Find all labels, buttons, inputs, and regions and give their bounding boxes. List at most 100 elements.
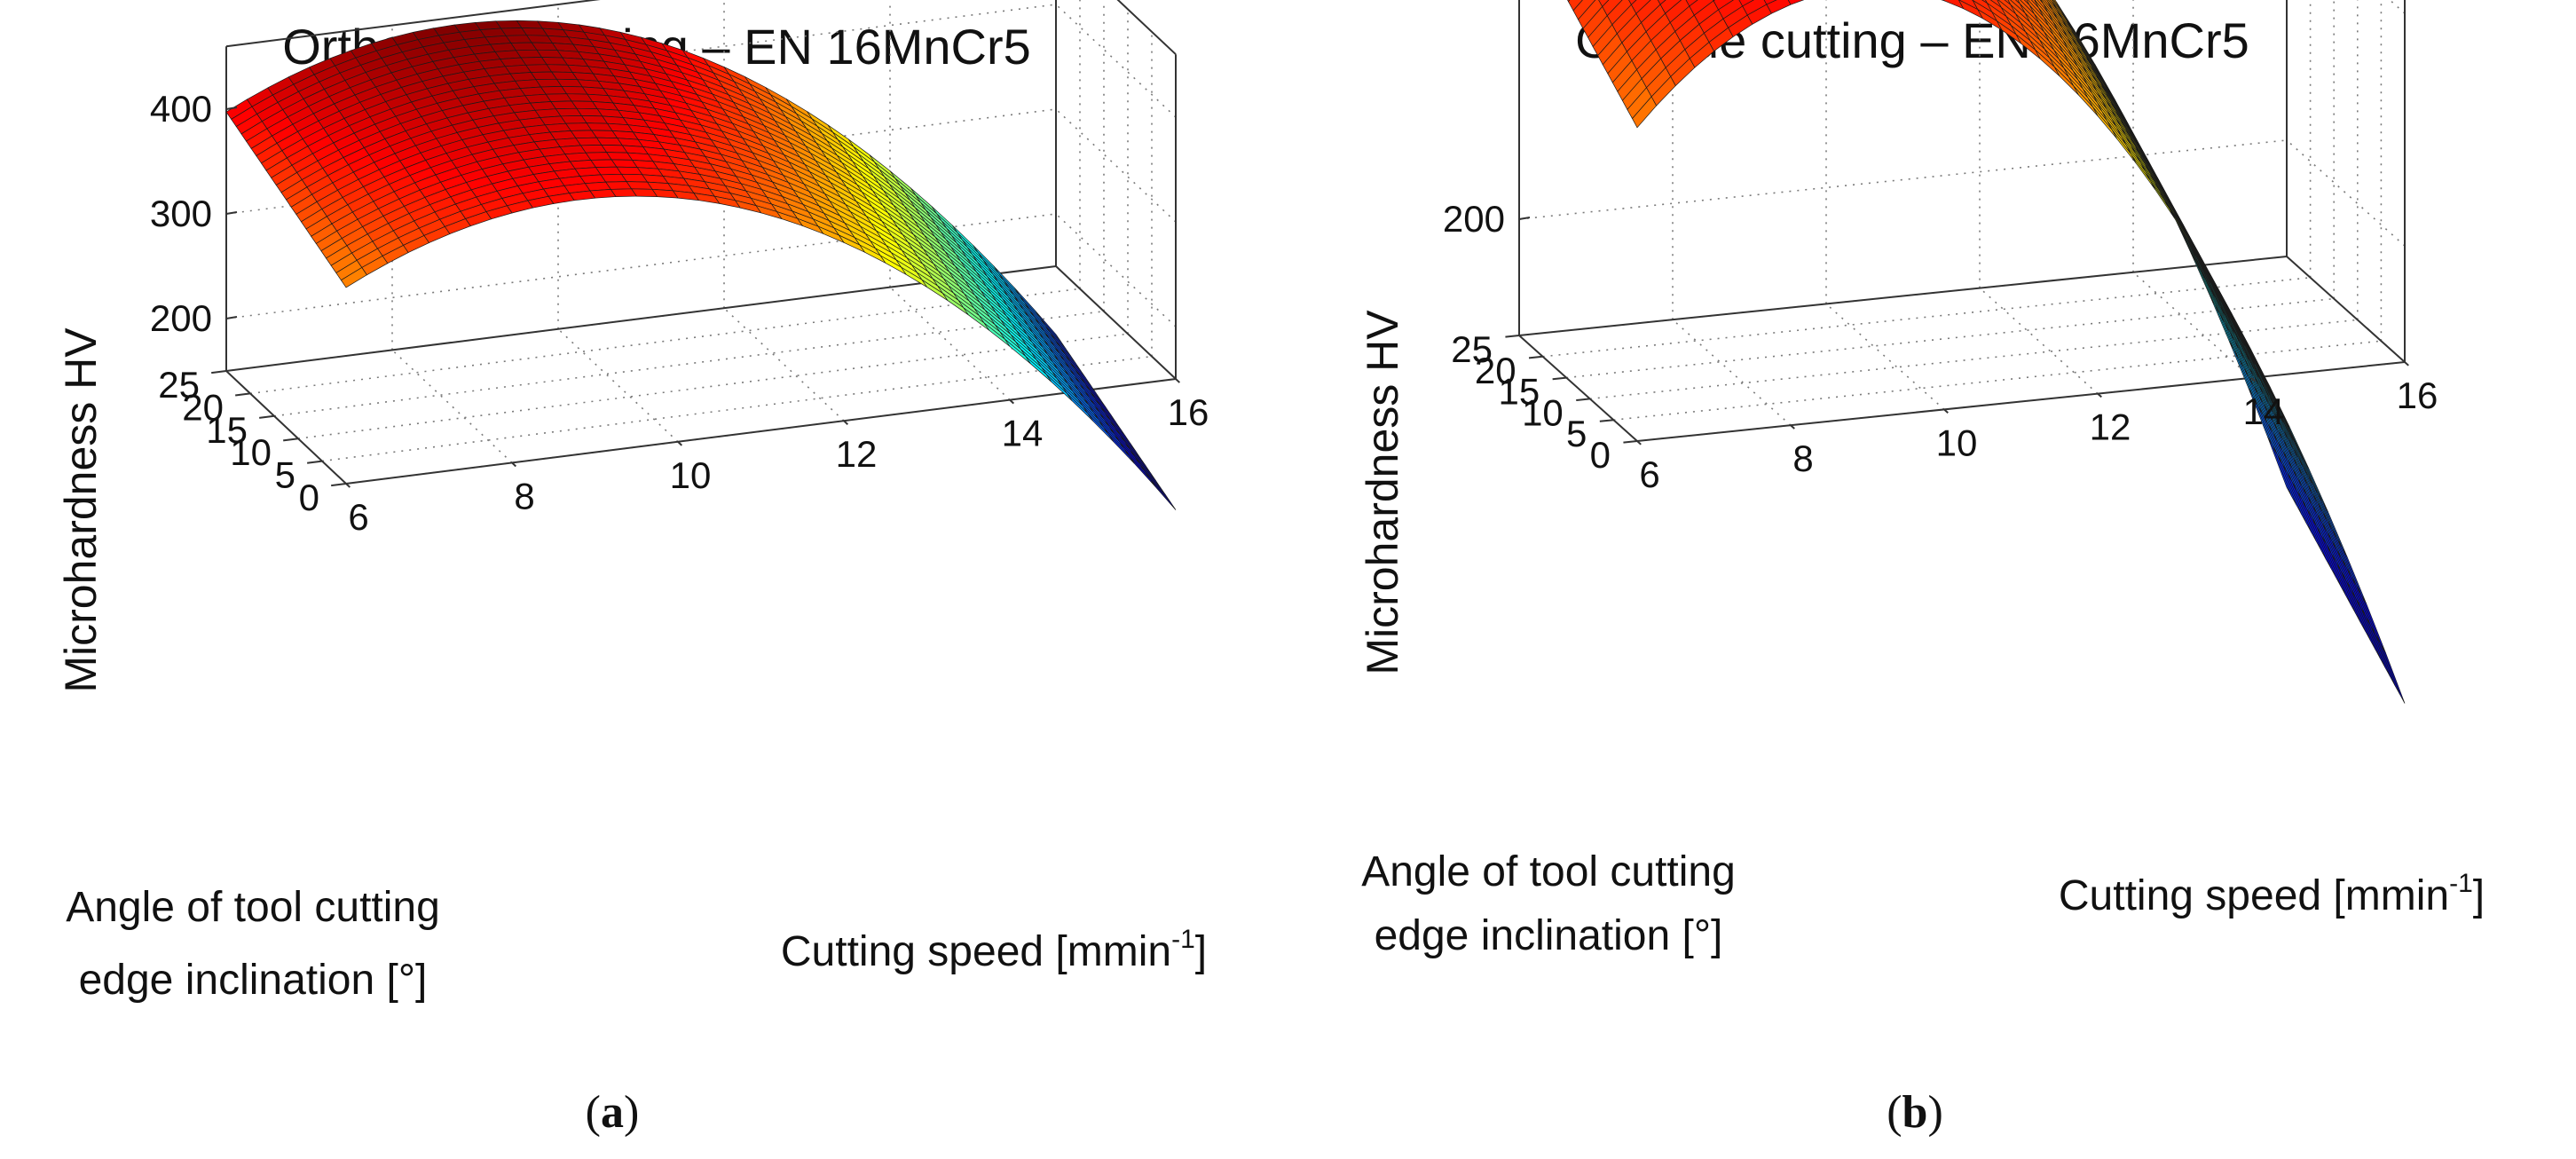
panel-label-b-letter: b bbox=[1902, 1087, 1928, 1138]
y-tick-label: 5 bbox=[1566, 413, 1587, 454]
grid-line bbox=[557, 328, 679, 443]
grid-line bbox=[2389, 0, 2406, 14]
y-axis-label-a-line1: Angle of tool cutting bbox=[66, 884, 440, 931]
y-tick-mark bbox=[235, 392, 251, 397]
axis-box-back-b bbox=[1518, 0, 2406, 442]
surface-patch bbox=[1941, 0, 1945, 2]
y-tick-mark bbox=[283, 438, 299, 442]
grid-line bbox=[1613, 340, 2382, 421]
grid-line bbox=[1825, 303, 1945, 410]
x-axis-label-a-sup: -1 bbox=[1171, 925, 1195, 954]
y-tick-mark bbox=[259, 414, 275, 419]
y-tick-mark bbox=[307, 460, 323, 464]
x-tick-mark bbox=[677, 441, 683, 446]
z-axis-label-a: Microhardness HV bbox=[56, 327, 106, 693]
x-tick-label: 14 bbox=[2243, 390, 2285, 432]
surface-patch bbox=[1632, 96, 1658, 129]
axis-box-edge bbox=[345, 378, 1177, 485]
x-tick-mark bbox=[345, 483, 351, 488]
x-axis-label-a-end: ] bbox=[1195, 928, 1207, 975]
surface-patch bbox=[1787, 0, 1805, 5]
x-tick-mark bbox=[2250, 377, 2256, 382]
z-tick-label: 200 bbox=[1443, 198, 1505, 240]
z-tick-label: 200 bbox=[150, 297, 212, 339]
z-tick-mark bbox=[1518, 217, 1531, 220]
surface-patch bbox=[1943, 0, 1965, 10]
axis-box-back-a bbox=[225, 0, 1177, 485]
z-axis-label-b: Microhardness HV bbox=[1358, 310, 1407, 675]
x-axis-label-b-sup: -1 bbox=[2449, 869, 2473, 898]
y-tick-mark bbox=[211, 370, 227, 375]
y-tick-label: 15 bbox=[1498, 371, 1540, 413]
x-tick-label: 12 bbox=[836, 433, 878, 475]
x-tick-label: 6 bbox=[1639, 453, 1659, 495]
x-axis-label-b-main: Cutting speed [mmin bbox=[2059, 872, 2449, 919]
x-tick-mark bbox=[1943, 408, 1949, 414]
y-tick-mark bbox=[1576, 398, 1590, 401]
y-tick-label: 10 bbox=[1522, 391, 1564, 433]
y-tick-mark bbox=[1505, 335, 1520, 338]
grid-line bbox=[1672, 319, 1792, 426]
x-tick-mark bbox=[2097, 392, 2102, 398]
x-tick-label: 14 bbox=[1002, 413, 1044, 454]
z-tick-label: 400 bbox=[150, 88, 212, 130]
surface-patch bbox=[340, 267, 367, 288]
surface-patch bbox=[1567, 0, 1583, 12]
grid-line bbox=[1055, 108, 1177, 223]
y-axis-label-b-line2: edge inclination [°] bbox=[1375, 912, 1723, 959]
y-tick-label: 25 bbox=[158, 364, 200, 406]
x-tick-label: 10 bbox=[1936, 422, 1978, 463]
surface-patch bbox=[1149, 478, 1177, 510]
grid-line bbox=[723, 307, 845, 422]
z-tick-mark bbox=[225, 316, 238, 319]
z-tick-label: 300 bbox=[1443, 0, 1505, 7]
x-tick-mark bbox=[511, 461, 517, 468]
axis-box-edge bbox=[225, 370, 347, 485]
grid-line bbox=[273, 311, 1105, 417]
y-tick-label: 15 bbox=[206, 409, 248, 451]
y-axis-label-b-line1: Angle of tool cutting bbox=[1361, 848, 1736, 895]
grid-line bbox=[1589, 319, 2358, 400]
grid-line bbox=[889, 287, 1011, 401]
x-tick-mark bbox=[1009, 398, 1015, 405]
axis-box-edge bbox=[1518, 335, 1638, 442]
surface-patch bbox=[2380, 643, 2406, 704]
x-tick-label: 16 bbox=[2397, 375, 2438, 416]
y-tick-label: 0 bbox=[299, 477, 319, 518]
y-tick-label: 20 bbox=[182, 386, 224, 428]
x-tick-label: 8 bbox=[1792, 438, 1813, 479]
z-tick-mark bbox=[225, 106, 238, 110]
x-tick-mark bbox=[1636, 440, 1642, 445]
axis-box-edge bbox=[225, 0, 601, 48]
surface-a bbox=[225, 20, 1177, 510]
x-tick-mark bbox=[2404, 361, 2409, 367]
y-tick-label: 0 bbox=[1590, 434, 1611, 476]
y-tick-label: 5 bbox=[275, 454, 295, 496]
x-tick-label: 10 bbox=[670, 454, 712, 496]
y-tick-label: 20 bbox=[1475, 350, 1516, 391]
grid-line bbox=[1055, 4, 1177, 118]
y-tick-mark bbox=[1623, 440, 1638, 444]
panel-label-a: (a) bbox=[586, 1087, 640, 1138]
surface-b bbox=[1567, 0, 2406, 704]
x-tick-mark bbox=[1175, 378, 1181, 383]
panel-label-a-letter: a bbox=[601, 1087, 624, 1138]
axis-box-edge bbox=[1636, 361, 2406, 442]
x-axis-label-b-end: ] bbox=[2473, 872, 2485, 919]
x-axis-label-a: Cutting speed [mmin-1] bbox=[781, 925, 1207, 975]
y-tick-mark bbox=[331, 483, 347, 487]
chart-panel-a: Orthogonal cutting – EN 16MnCr5 68101214… bbox=[56, 0, 1209, 1138]
axis-box-edge bbox=[2286, 256, 2406, 363]
surface-patch bbox=[1628, 0, 1637, 5]
grid-line bbox=[391, 349, 513, 463]
x-tick-label: 16 bbox=[1168, 391, 1209, 433]
chart-panel-b: Oblique cutting – EN 16MnCr5 6 8 10 12 14 160… bbox=[1358, 0, 2485, 1138]
y-tick-mark bbox=[1552, 376, 1567, 381]
grid-line bbox=[2286, 139, 2406, 247]
axis-box-edge bbox=[1055, 265, 1177, 380]
y-tick-mark bbox=[1599, 419, 1614, 422]
z-tick-mark bbox=[225, 211, 238, 215]
panel-label-b: (b) bbox=[1887, 1087, 1943, 1138]
x-tick-mark bbox=[843, 420, 849, 425]
